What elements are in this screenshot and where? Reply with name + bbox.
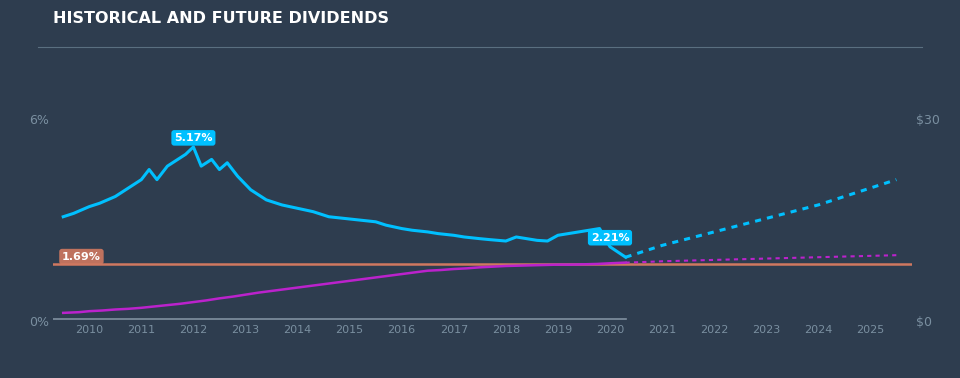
Text: 1.69%: 1.69% (62, 252, 101, 262)
Text: HISTORICAL AND FUTURE DIVIDENDS: HISTORICAL AND FUTURE DIVIDENDS (53, 11, 389, 26)
Text: 2.21%: 2.21% (590, 233, 630, 243)
Text: 5.17%: 5.17% (174, 133, 213, 143)
Y-axis label: DPS: DPS (957, 200, 960, 223)
